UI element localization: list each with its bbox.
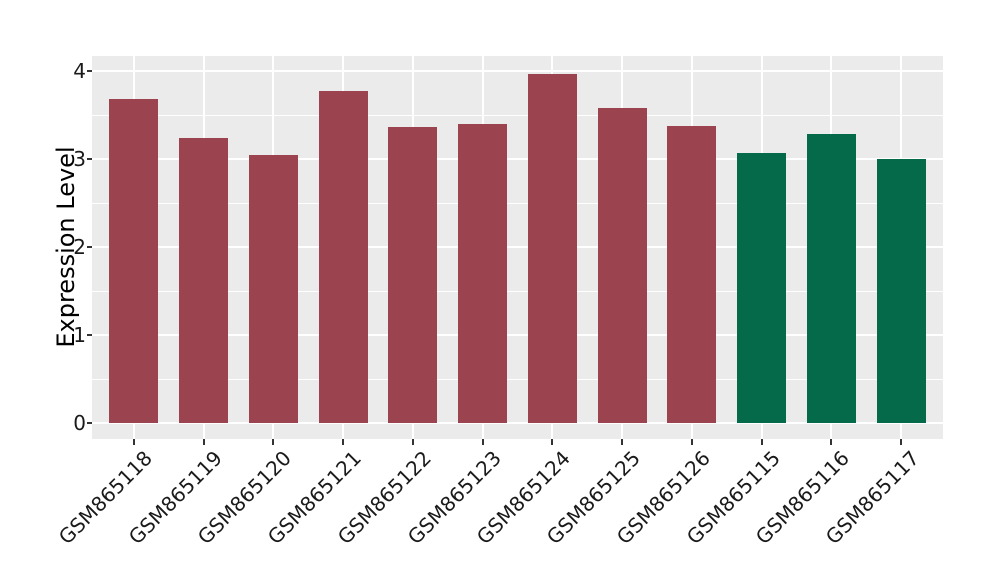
x-tick-mark xyxy=(342,439,345,445)
x-tick-mark xyxy=(621,439,624,445)
y-tick-mark xyxy=(87,334,92,336)
x-tick-mark xyxy=(411,439,414,445)
y-tick-mark xyxy=(87,246,92,248)
y-tick-mark xyxy=(87,422,92,424)
x-tick-mark xyxy=(900,439,903,445)
bar-GSM865115 xyxy=(737,152,787,423)
y-gridline-minor xyxy=(92,378,943,380)
bar-GSM865125 xyxy=(597,107,647,423)
y-gridline-major xyxy=(92,246,943,248)
bar-GSM865118 xyxy=(109,99,159,423)
y-gridline-minor xyxy=(92,202,943,204)
x-tick-mark xyxy=(551,439,554,445)
y-tick-label: 0 xyxy=(73,411,86,435)
y-tick-label: 2 xyxy=(73,235,86,259)
bar-GSM865121 xyxy=(318,91,368,423)
x-tick-mark xyxy=(830,439,833,445)
x-tick-mark xyxy=(481,439,484,445)
y-gridline-major xyxy=(92,334,943,336)
x-tick-mark xyxy=(690,439,693,445)
y-gridline-minor xyxy=(92,114,943,116)
y-tick-label: 4 xyxy=(73,59,86,83)
y-gridline-major xyxy=(92,70,943,72)
x-tick-mark xyxy=(132,439,135,445)
bar-GSM865119 xyxy=(179,137,228,423)
bar-GSM865116 xyxy=(806,134,856,423)
x-tick-mark xyxy=(202,439,205,445)
x-tick-label: GSM865118 xyxy=(53,446,157,550)
bar-GSM865120 xyxy=(248,154,298,423)
bar-GSM865124 xyxy=(527,73,577,423)
y-tick-mark xyxy=(87,70,92,72)
bar-GSM865117 xyxy=(876,159,926,423)
x-tick-mark xyxy=(760,439,763,445)
bar-GSM865122 xyxy=(388,127,438,423)
bar-GSM865123 xyxy=(458,123,508,423)
plot-area xyxy=(92,56,943,439)
y-tick-label: 1 xyxy=(73,323,86,347)
y-gridline-minor xyxy=(92,290,943,292)
y-gridline-major xyxy=(92,422,943,424)
y-gridline-major xyxy=(92,158,943,160)
y-tick-mark xyxy=(87,158,92,160)
y-tick-label: 3 xyxy=(73,147,86,171)
x-tick-mark xyxy=(272,439,275,445)
bar-GSM865126 xyxy=(667,125,717,423)
